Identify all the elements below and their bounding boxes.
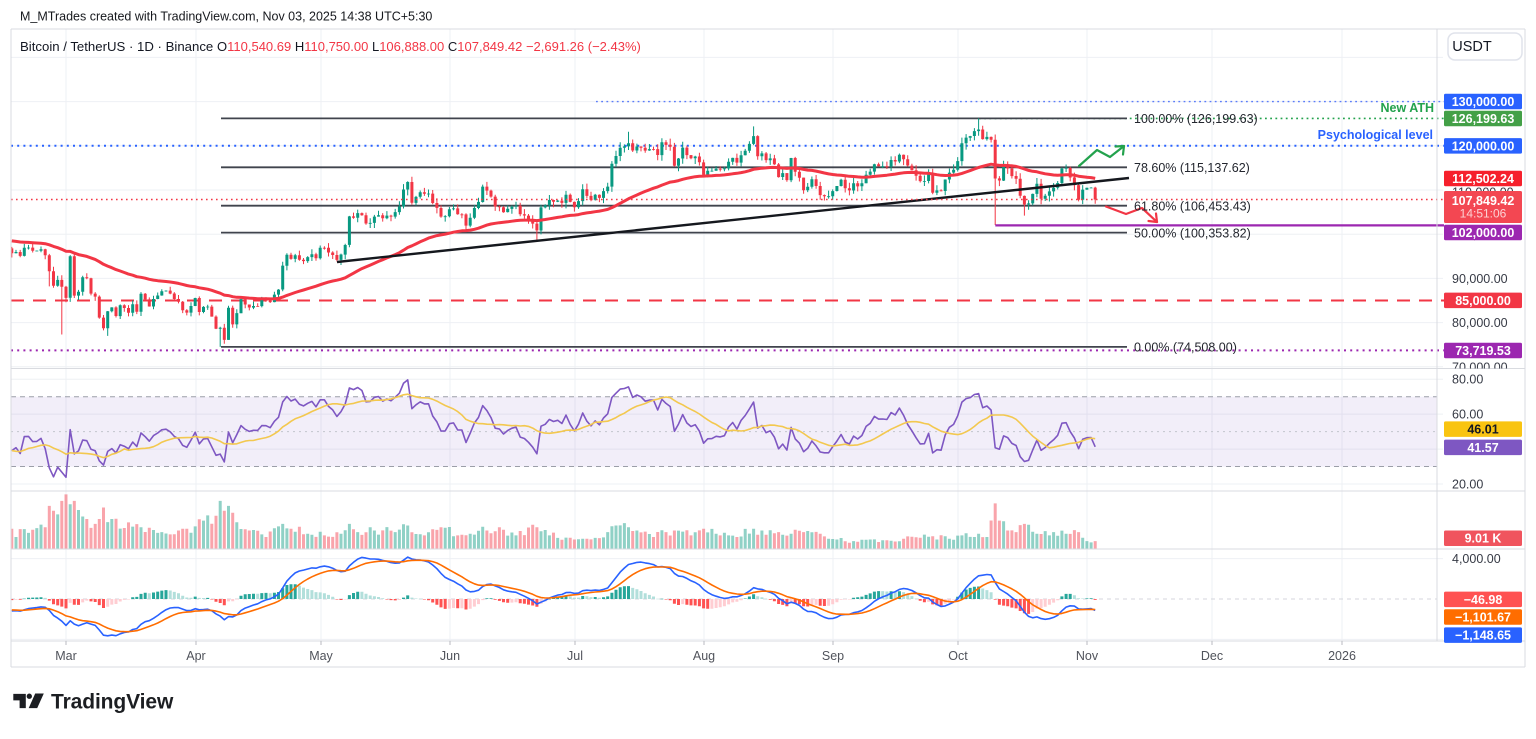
svg-text:73,719.53: 73,719.53 — [1455, 344, 1511, 358]
svg-text:M_MTrades created with Trading: M_MTrades created with TradingView.com, … — [20, 10, 432, 24]
svg-text:100.00% (126,199.63): 100.00% (126,199.63) — [1134, 112, 1258, 126]
svg-text:Dec: Dec — [1201, 649, 1223, 663]
svg-text:TradingView: TradingView — [51, 691, 174, 714]
svg-text:O110,540.69 H110,750.00 L106: O110,540.69 H110,750.00 L106,888.00 C107… — [217, 39, 641, 54]
svg-text:Psychological level: Psychological level — [1318, 128, 1433, 142]
svg-text:Apr: Apr — [186, 649, 205, 663]
svg-text:USDT: USDT — [1452, 39, 1492, 55]
svg-text:80,000.00: 80,000.00 — [1452, 316, 1508, 330]
svg-text:Jun: Jun — [440, 649, 460, 663]
svg-text:46.01: 46.01 — [1467, 423, 1498, 437]
svg-text:Sep: Sep — [822, 649, 844, 663]
svg-text:90,000.00: 90,000.00 — [1452, 272, 1508, 286]
svg-text:0.00% (74,508.00): 0.00% (74,508.00) — [1134, 341, 1237, 355]
svg-text:126,199.63: 126,199.63 — [1452, 112, 1515, 126]
svg-text:Oct: Oct — [948, 649, 968, 663]
svg-text:−1,101.67: −1,101.67 — [1455, 611, 1511, 625]
svg-text:102,000.00: 102,000.00 — [1452, 226, 1515, 240]
svg-text:2026: 2026 — [1328, 649, 1356, 663]
svg-text:14:51:06: 14:51:06 — [1460, 207, 1507, 221]
svg-text:New ATH: New ATH — [1381, 101, 1434, 115]
svg-text:Jul: Jul — [567, 649, 583, 663]
svg-text:130,000.00: 130,000.00 — [1452, 95, 1515, 109]
svg-text:Aug: Aug — [693, 649, 715, 663]
svg-text:9.01 K: 9.01 K — [1465, 532, 1502, 546]
svg-text:May: May — [309, 649, 333, 663]
svg-text:85,000.00: 85,000.00 — [1455, 294, 1511, 308]
svg-text:4,000.00: 4,000.00 — [1452, 552, 1501, 566]
svg-text:Bitcoin / TetherUS · 1D · Bina: Bitcoin / TetherUS · 1D · Binance — [20, 39, 213, 54]
svg-text:80.00: 80.00 — [1452, 373, 1483, 387]
svg-text:50.00% (100,353.82): 50.00% (100,353.82) — [1134, 226, 1251, 240]
svg-text:78.60% (115,137.62): 78.60% (115,137.62) — [1134, 161, 1250, 175]
svg-text:41.57: 41.57 — [1467, 441, 1498, 455]
svg-text:Mar: Mar — [55, 649, 77, 663]
svg-text:−1,148.65: −1,148.65 — [1455, 629, 1511, 643]
svg-text:60.00: 60.00 — [1452, 408, 1483, 422]
svg-text:20.00: 20.00 — [1452, 478, 1483, 492]
svg-text:107,849.42: 107,849.42 — [1452, 194, 1515, 208]
svg-text:61.80% (106,453.43): 61.80% (106,453.43) — [1134, 199, 1251, 213]
svg-text:70,000.00: 70,000.00 — [1452, 360, 1508, 374]
svg-text:Nov: Nov — [1076, 649, 1099, 663]
svg-text:112,502.24: 112,502.24 — [1452, 172, 1514, 186]
svg-text:−46.98: −46.98 — [1464, 593, 1503, 607]
svg-text:120,000.00: 120,000.00 — [1452, 139, 1515, 153]
